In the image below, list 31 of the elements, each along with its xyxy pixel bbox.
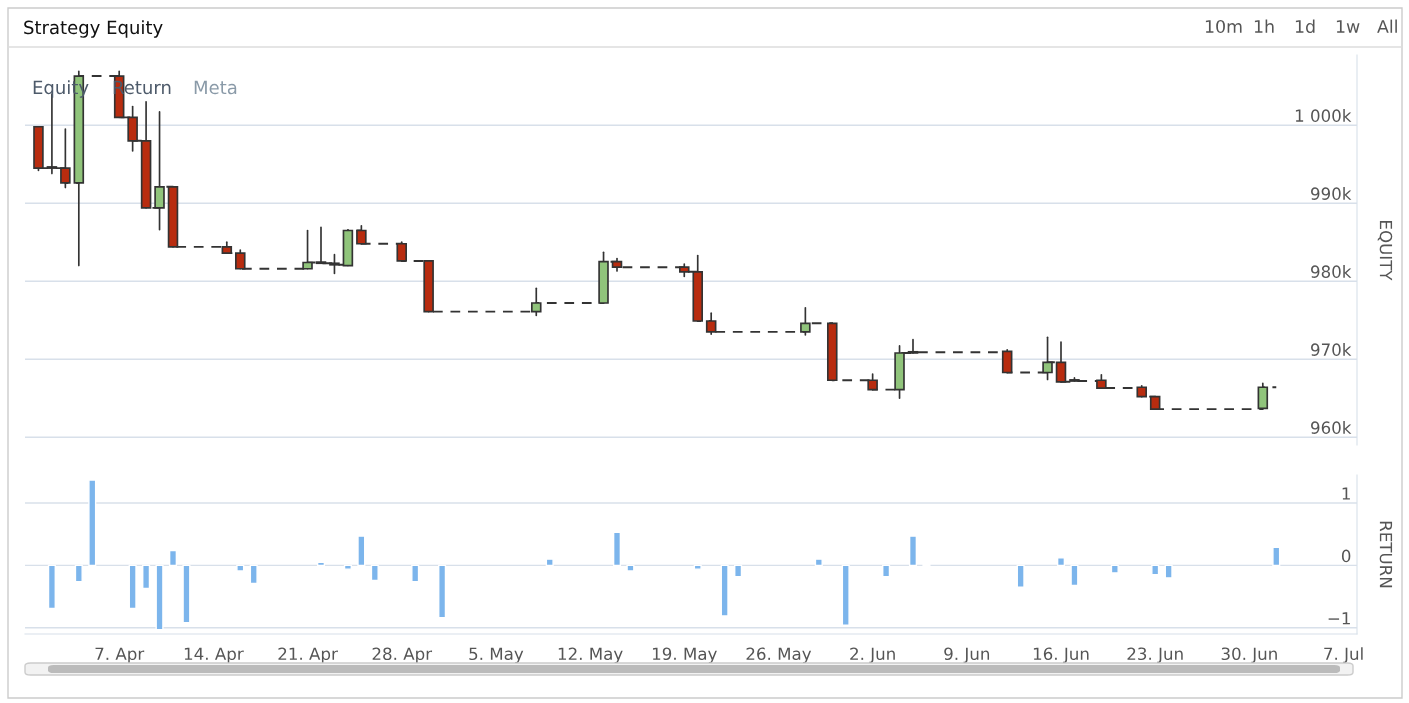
text: All [1377,19,1397,33]
text: 1d [1295,19,1315,34]
x-tick-label: 19. May [652,647,717,664]
annotation: Meta [194,80,237,95]
x-tick-label: 23. Jun [1127,647,1183,664]
x-tick-label: 7. Apr [95,647,145,664]
text: 10m [1205,19,1242,34]
x-tick-label: 9. Jun [944,647,990,664]
y-tick-label: 970k [1311,343,1352,356]
chart-title: Strategy Equity [24,20,163,38]
y-tick-label: 980k [1311,265,1352,278]
x-tick-label: 14. Apr [184,647,244,664]
y-tick-label: 1 000k [1295,109,1352,122]
x-tick-label: 2. Jun [850,647,895,664]
x-tick-label: 7. Jul [1324,647,1363,664]
x-tick-label: 16. Jun [1033,647,1089,664]
y-tick-label: 0 [1341,549,1351,563]
x-tick-label: 30. Jun [1221,647,1277,664]
x-tick-label: 12. May [558,647,623,664]
y-tick-label: −1 [1328,612,1350,625]
x-tick-label: 26. May [746,647,812,664]
y-tick-label: 990k [1311,187,1352,200]
y-tick-label: 1 [1342,487,1350,500]
y-axis-title: EQUITY [1377,221,1393,281]
y-tick-label: 960k [1311,421,1352,434]
y-axis-title: RETURN [1379,521,1393,588]
x-tick-label: 21. Apr [278,647,338,664]
x-tick-label: 5. May [469,647,524,664]
text: 1w [1336,20,1360,33]
x-tick-label: 28. Apr [372,647,433,664]
text: 1h [1254,19,1274,33]
